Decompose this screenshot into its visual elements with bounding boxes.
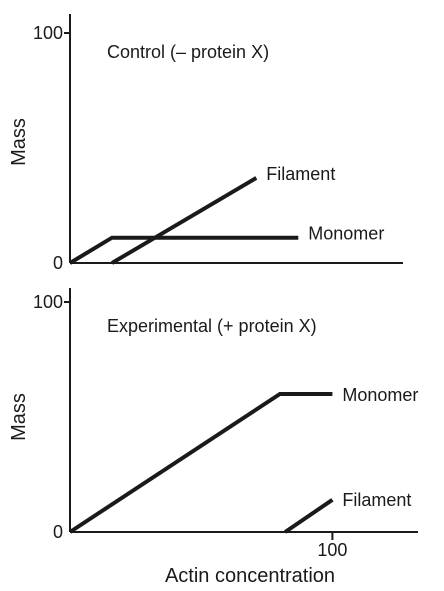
experimental-y-tick-label-100: 100 (33, 292, 63, 312)
experimental-panel: Experimental (+ protein X) Mass Actin co… (8, 288, 418, 587)
control-y-axis-label: Mass (8, 118, 30, 166)
control-monomer-line (68, 235, 299, 265)
control-panel-title: Control (– protein X) (107, 42, 269, 62)
control-ticks: 0 100 (33, 23, 70, 273)
experimental-series: Monomer Filament (68, 385, 418, 534)
experimental-x-axis-label: Actin concentration (165, 565, 335, 587)
experimental-ticks: 0 100 100 (33, 292, 347, 560)
control-monomer-label: Monomer (308, 224, 384, 244)
control-filament-line (110, 176, 258, 265)
experimental-panel-title: Experimental (+ protein X) (107, 316, 317, 336)
control-y-tick-label-100: 100 (33, 23, 63, 43)
experimental-monomer-label: Monomer (342, 385, 418, 405)
experimental-y-axis-label: Mass (8, 393, 30, 441)
control-panel: Control (– protein X) Mass 0 100 Filament… (8, 14, 403, 273)
experimental-filament-label: Filament (342, 490, 411, 510)
control-series: Filament Monomer (68, 164, 384, 265)
control-y-tick-label-0: 0 (53, 253, 63, 273)
experimental-monomer-line (68, 392, 333, 534)
experimental-y-tick-label-0: 0 (53, 522, 63, 542)
control-filament-label: Filament (266, 164, 335, 184)
experimental-filament-line (284, 498, 334, 534)
experimental-x-tick-label-100: 100 (317, 540, 347, 560)
